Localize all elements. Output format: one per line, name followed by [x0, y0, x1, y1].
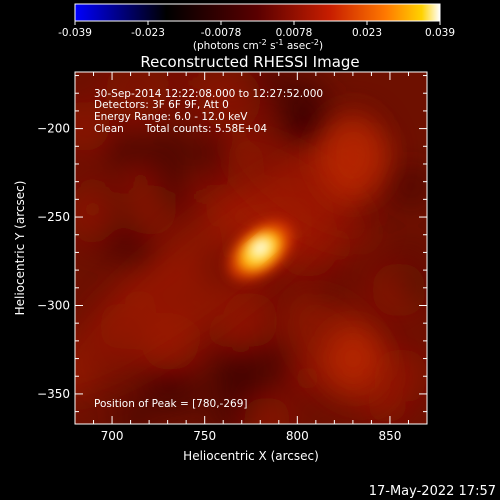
background-mottle [159, 368, 206, 415]
background-mottle [187, 183, 211, 207]
heatmap-image [75, 72, 427, 424]
x-tick-label: 700 [101, 429, 124, 443]
axis-ticks: 700 750 800 850 −200 −250 −300 −350 [37, 72, 427, 443]
chart-title: Reconstructed RHESSI Image [140, 53, 359, 71]
time-range-label: 30-Sep-2014 12:22:08.000 to 12:27:52.000 [94, 88, 323, 100]
background-mottle [129, 168, 152, 190]
background-mottle [155, 179, 190, 214]
colorbar-ticks: -0.039 -0.023 -0.0078 0.0078 0.023 0.039 [58, 21, 455, 39]
footer-date: 17-May-2022 17:57 [369, 484, 496, 499]
x-tick-label: 850 [378, 429, 401, 443]
background-mottle [401, 242, 424, 264]
background-mottle [122, 73, 147, 97]
colorbar-tick-label: 0.023 [352, 27, 382, 39]
annotation-block: 30-Sep-2014 12:22:08.000 to 12:27:52.000… [94, 88, 323, 410]
detectors-label: Detectors: 3F 6F 9F, Att 0 [94, 99, 229, 111]
colorbar-tick-label: -0.0078 [201, 27, 242, 39]
colorbar-tick-label: 0.039 [425, 27, 455, 39]
total-counts-label: Total counts: 5.58E+04 [144, 123, 267, 135]
background-mottle [242, 396, 291, 424]
x-tick-label: 800 [286, 429, 309, 443]
source-blob [227, 220, 294, 281]
y-tick-label: −200 [37, 122, 70, 136]
colorbar-tick-label: 0.0078 [276, 27, 313, 39]
x-tick-label: 750 [193, 429, 216, 443]
energy-range-label: Energy Range: 6.0 - 12.0 keV [94, 111, 248, 123]
colorbar-tick-label: -0.039 [58, 27, 92, 39]
background-mottle [75, 100, 110, 152]
background-mottle [115, 399, 155, 424]
background-mottle [198, 72, 262, 130]
x-axis-label: Heliocentric X (arcsec) [183, 449, 319, 463]
method-label: Clean [94, 123, 124, 135]
background-mottle [396, 269, 427, 304]
colorbar-tick-label: -0.023 [131, 27, 165, 39]
colorbar-units: (photons cm-2 s-1 asec-2) [193, 38, 323, 52]
y-axis-label: Heliocentric Y (arcsec) [13, 181, 27, 316]
y-tick-label: −350 [37, 387, 70, 401]
y-tick-label: −250 [37, 210, 70, 224]
peak-position-label: Position of Peak = [780,-269] [94, 398, 248, 410]
y-tick-label: −300 [37, 298, 70, 312]
background-mottle [75, 181, 114, 223]
source-blob [323, 326, 382, 391]
background-mottle [180, 72, 203, 94]
source-blob [316, 109, 390, 202]
background-mottle [141, 128, 195, 182]
background-mottle [102, 130, 143, 171]
colorbar [74, 3, 441, 22]
plot-frame [74, 71, 428, 425]
background-mottle [391, 166, 427, 207]
background-mottle [235, 335, 293, 393]
